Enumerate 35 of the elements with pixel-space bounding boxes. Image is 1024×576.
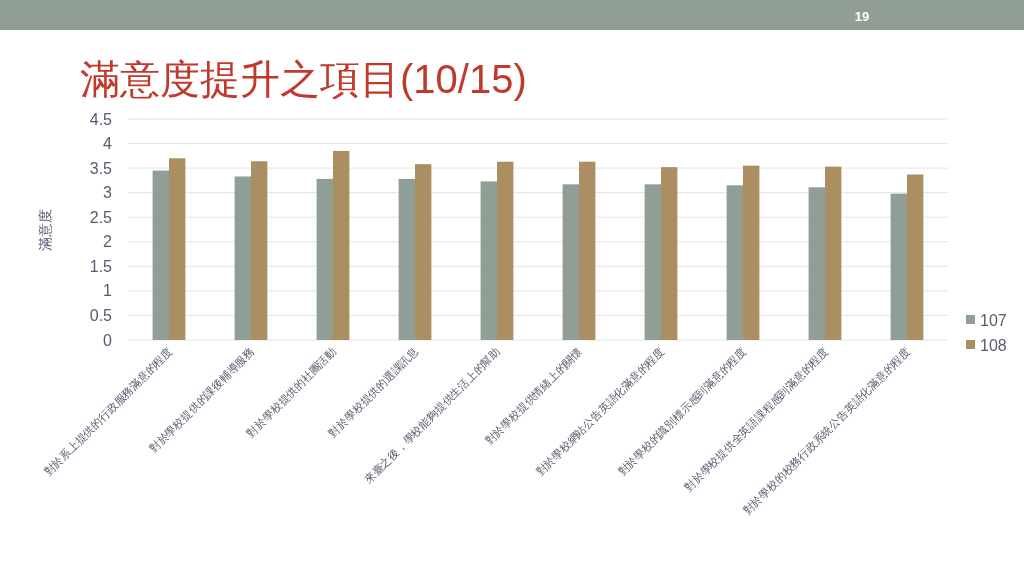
bar <box>907 174 924 340</box>
y-tick-label: 1 <box>103 282 113 300</box>
bar <box>890 193 907 340</box>
bar <box>398 178 415 340</box>
bar <box>497 161 514 340</box>
chart-title: 滿意度提升之項目(10/15) <box>80 57 527 101</box>
y-tick-label: 4.5 <box>89 110 113 128</box>
legend-label: 107 <box>980 311 1007 329</box>
y-tick-label: 3.5 <box>89 159 113 177</box>
y-tick-label: 3 <box>103 184 113 202</box>
bar <box>726 185 743 340</box>
legend-label: 108 <box>980 336 1007 354</box>
bar <box>661 167 678 340</box>
bar <box>808 187 825 340</box>
bar <box>480 181 497 340</box>
bar <box>152 170 169 340</box>
y-tick-label: 2.5 <box>89 208 113 226</box>
y-tick-label: 2 <box>103 233 113 251</box>
bar <box>562 184 579 340</box>
bar <box>316 178 333 340</box>
text: 19 <box>854 9 870 24</box>
bar <box>415 164 432 340</box>
y-tick-label: 0 <box>103 331 113 349</box>
bar <box>333 150 350 340</box>
y-tick-label: 1.5 <box>89 257 113 275</box>
y-axis-title: 滿意度 <box>37 208 53 251</box>
bar <box>234 176 251 340</box>
y-tick-label: 0.5 <box>89 307 113 325</box>
bar <box>169 158 186 340</box>
bar <box>825 166 842 340</box>
bar <box>251 161 268 340</box>
bar <box>644 184 661 340</box>
bar <box>743 165 760 340</box>
bar <box>579 161 596 340</box>
y-tick-label: 4 <box>103 135 113 153</box>
